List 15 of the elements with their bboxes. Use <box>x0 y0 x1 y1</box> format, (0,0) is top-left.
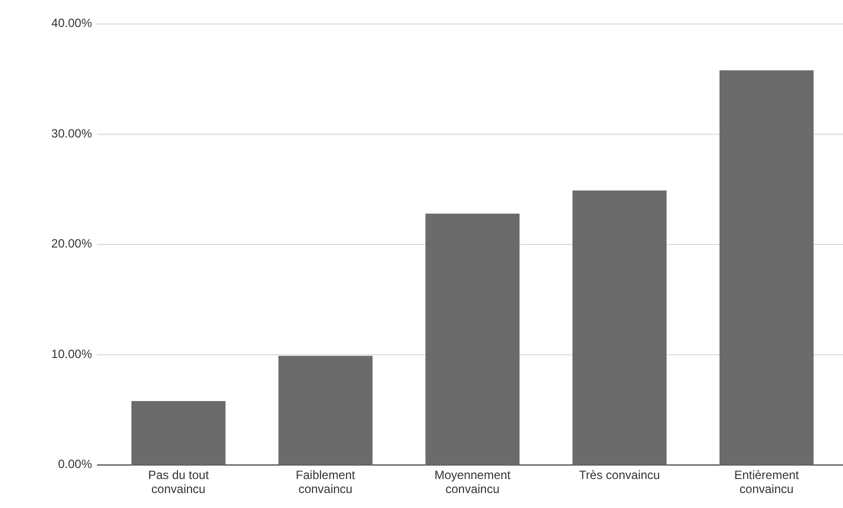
y-tick-label: 30.00% <box>51 126 92 140</box>
y-tick-label: 20.00% <box>51 236 92 251</box>
bar <box>278 356 373 465</box>
x-tick-label: Pas du tout convaincu <box>148 468 210 496</box>
bar <box>131 401 226 465</box>
x-tick-label: Faiblement convaincu <box>296 468 356 496</box>
x-tick-label: Moyennement convaincu <box>434 468 512 496</box>
bar <box>572 190 667 465</box>
y-tick-label: 0.00% <box>58 457 92 472</box>
x-tick-label: Entièrement convaincu <box>734 468 800 496</box>
y-tick-label: 10.00% <box>51 346 92 361</box>
bar <box>720 70 814 465</box>
bar <box>425 214 520 465</box>
y-tick-label: 40.00% <box>51 16 92 30</box>
x-tick-label: Très convaincu <box>579 468 660 482</box>
